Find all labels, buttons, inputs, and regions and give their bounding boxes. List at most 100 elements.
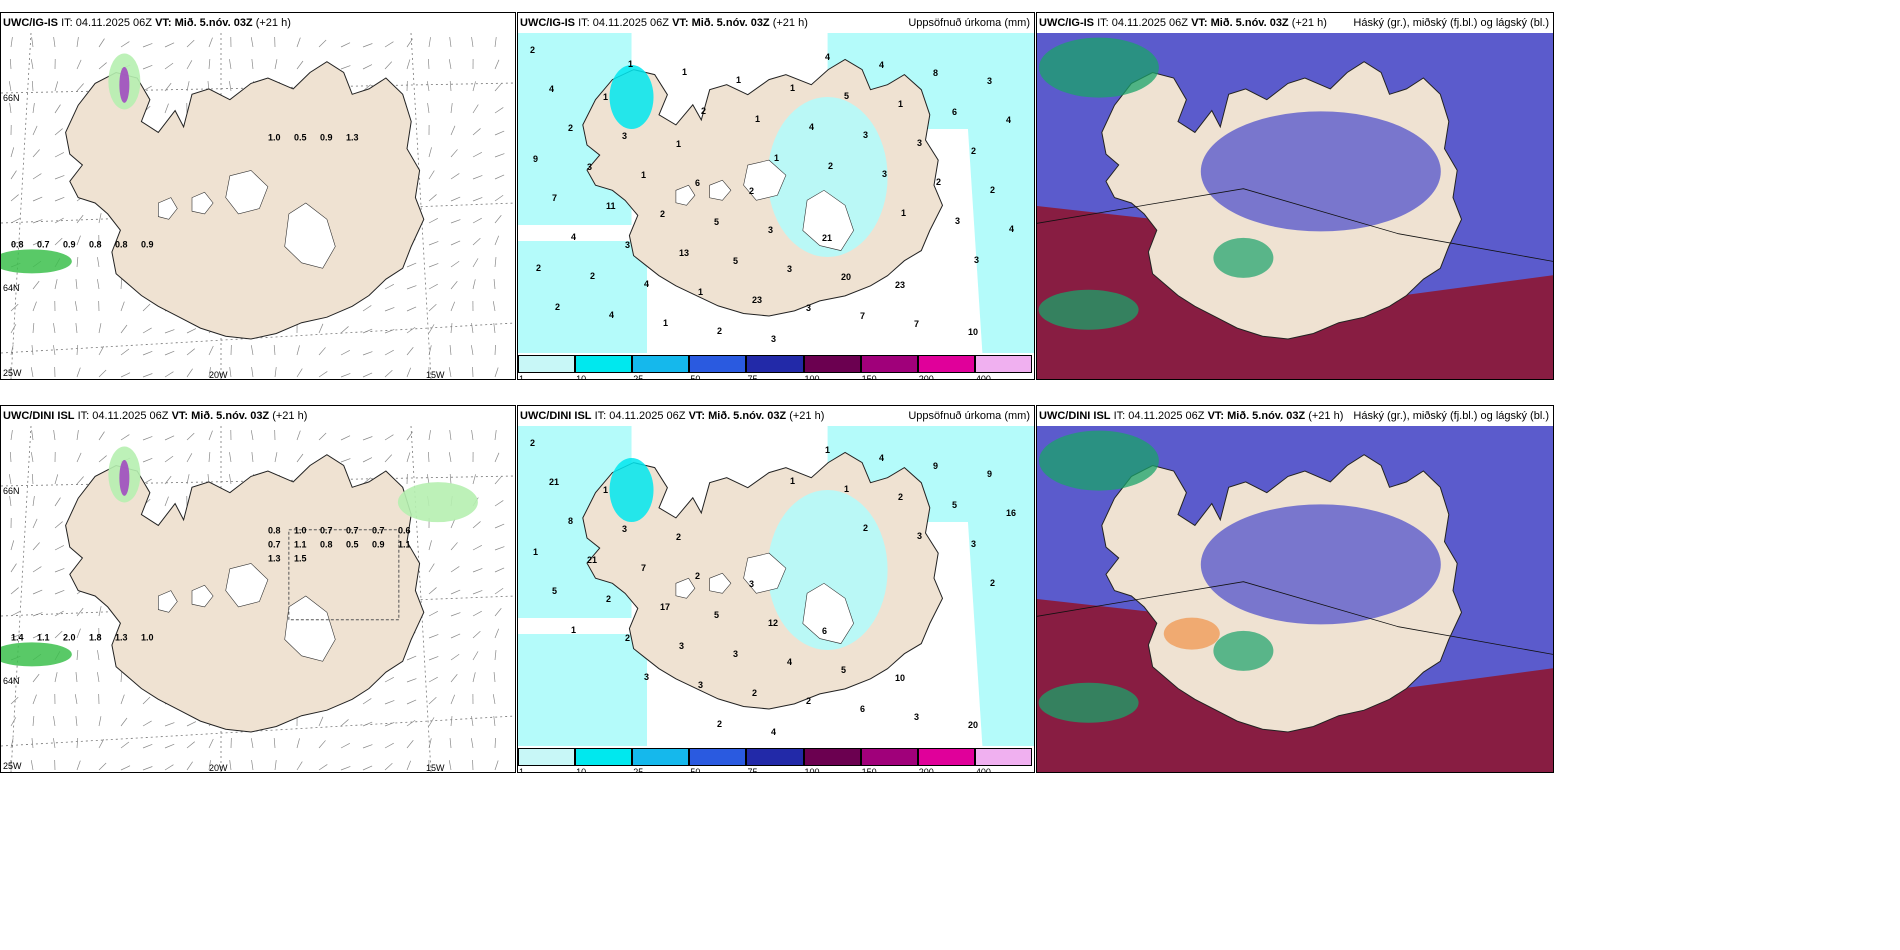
wind-barb <box>406 262 417 268</box>
wind-barb <box>428 170 435 180</box>
precip-label: 6 <box>860 704 865 714</box>
wind-barb <box>142 743 153 749</box>
wind-barb <box>494 83 502 92</box>
wind-barb <box>362 372 373 378</box>
snow-depth-label: 0.9 <box>372 539 385 549</box>
cloud-map-panel-ig: UWC/IG-IS IT: 04.11.2025 06Z VT: Mið. 5.… <box>1036 12 1554 380</box>
wind-barb <box>472 545 483 551</box>
precip-label: 10 <box>968 327 978 337</box>
wind-barb <box>76 430 79 441</box>
precip-label: 2 <box>625 633 630 643</box>
wind-barb <box>428 634 439 639</box>
wind-barb <box>494 500 504 507</box>
low-cloud-area <box>1038 37 1159 98</box>
wind-barb <box>186 81 190 92</box>
wind-barb <box>471 345 474 356</box>
wind-barb <box>229 367 232 378</box>
precip-label: 7 <box>641 563 646 573</box>
wind-barb <box>428 676 438 683</box>
wind-barb <box>32 173 42 180</box>
snow-depth-label: 0.9 <box>141 240 154 250</box>
precip-label: 2 <box>971 146 976 156</box>
wind-barb <box>31 430 34 441</box>
precip-label: 7 <box>914 319 919 329</box>
graticule-line <box>1 322 515 354</box>
wind-barb <box>450 694 456 705</box>
precip-label: 3 <box>914 712 919 722</box>
precip-label: 23 <box>895 280 905 290</box>
map-canvas <box>1037 426 1553 772</box>
wind-barb <box>340 350 351 356</box>
wind-barb <box>472 521 481 529</box>
vt-label: VT: <box>688 410 706 422</box>
wind-barb <box>318 39 327 48</box>
lon-label-25w: 25W <box>3 761 22 771</box>
wind-barb <box>428 324 435 334</box>
snow-depth-label: 1.8 <box>89 633 102 643</box>
wind-barb <box>10 345 14 356</box>
it-label: IT: <box>1097 17 1109 29</box>
wind-barb <box>318 764 328 771</box>
wind-barb <box>31 474 34 485</box>
wind-barb <box>428 656 439 661</box>
wind-barb <box>450 219 461 224</box>
colorbar-tick-label: 100 <box>804 767 820 773</box>
snow-depth-label: 1.3 <box>115 633 128 643</box>
precip-label: 3 <box>987 76 992 86</box>
wind-barb <box>428 738 432 749</box>
wind-barb <box>340 42 351 48</box>
precip-label: 5 <box>714 610 719 620</box>
precip-label: 3 <box>679 641 684 651</box>
precip-label: 5 <box>714 217 719 227</box>
precip-label: 1 <box>533 547 538 557</box>
wind-barb <box>10 676 20 683</box>
colorbar-tick-label: 100 <box>804 374 820 380</box>
lat-label-64n: 64N <box>3 283 20 293</box>
wind-barb <box>120 372 131 378</box>
wind-barb <box>450 589 461 595</box>
precip-label: 4 <box>771 727 776 737</box>
panel-field-title: Uppsöfnuð úrkoma (mm) <box>908 410 1030 422</box>
snow-depth-label: 0.8 <box>11 240 24 250</box>
wind-barb <box>450 566 460 573</box>
wind-barb <box>318 347 326 356</box>
precip-label: 5 <box>733 256 738 266</box>
precip-label: 4 <box>1006 115 1011 125</box>
wind-barb <box>318 323 324 334</box>
init-time: 04.11.2025 06Z <box>75 17 152 29</box>
wind-barb <box>428 194 437 202</box>
wind-barb <box>494 430 497 441</box>
panel-field-title: Háský (gr.), miðský (fj.bl.) og lágský (… <box>1353 410 1549 422</box>
wind-barb <box>472 651 479 661</box>
wind-barb <box>98 431 105 441</box>
wind-barb <box>76 257 79 268</box>
glacier <box>709 179 732 201</box>
snow-depth-label: 2.0 <box>63 633 76 643</box>
wind-barb <box>164 371 174 378</box>
wind-barb <box>76 59 82 70</box>
wind-barb <box>30 760 34 771</box>
colorbar-swatch <box>689 748 747 766</box>
wind-barb <box>384 41 394 48</box>
lead-time: (+21 h) <box>1291 17 1327 29</box>
precip-label: 1 <box>641 170 646 180</box>
snow-area-heavy <box>119 459 130 496</box>
graticule-line <box>1 82 515 94</box>
glacier <box>191 191 214 215</box>
wind-barb <box>8 474 12 485</box>
wind-barb <box>54 279 58 290</box>
snow-depth-label: 1.4 <box>11 633 24 643</box>
glacier <box>191 584 214 608</box>
wind-barb <box>296 60 304 70</box>
wind-barb <box>450 103 453 114</box>
precip-label: 16 <box>1006 508 1016 518</box>
wind-barb <box>98 606 102 617</box>
valid-time: Mið. 5.nóv. 03Z <box>174 17 253 29</box>
wind-barb <box>9 103 12 114</box>
precip-label: 21 <box>587 555 597 565</box>
precip-label: 3 <box>917 531 922 541</box>
precip-label: 3 <box>698 680 703 690</box>
low-cloud-area <box>1213 237 1274 278</box>
wind-barb <box>76 83 84 92</box>
snow-area-heavy <box>119 66 130 103</box>
